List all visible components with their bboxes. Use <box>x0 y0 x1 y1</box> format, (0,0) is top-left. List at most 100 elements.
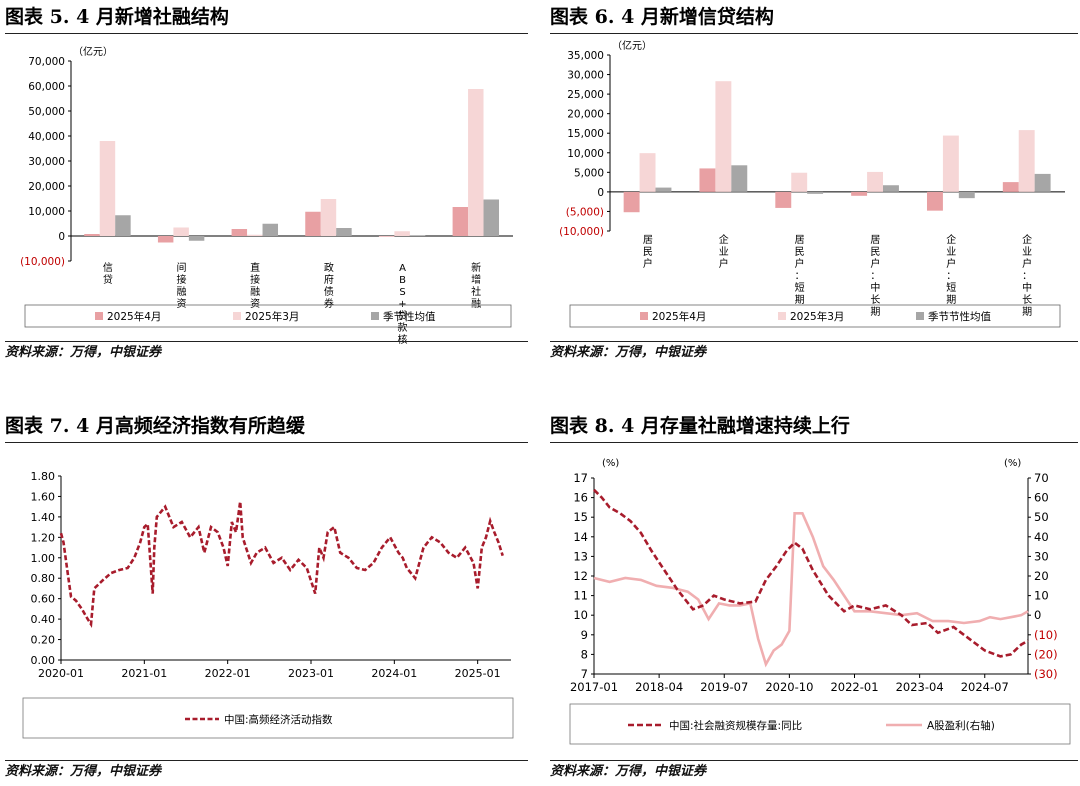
chart5-legend-label-1: 2025年3月 <box>245 310 299 323</box>
chart6-ytick: 20,000 <box>567 109 604 121</box>
chart7-xtick: 2022-01 <box>205 667 251 680</box>
chart6-xlabel-char: 户 <box>795 257 805 270</box>
chart6-bar-s1-c4 <box>942 135 959 192</box>
chart5-svg: （亿元） 70,000 60,000 50,000 40,000 30,000 20,000… <box>20 45 513 345</box>
chart6-bar-s0-c4 <box>926 191 943 211</box>
chart5-xlabel-char: 接 <box>177 273 187 286</box>
chart6-ytick: 0 <box>597 187 604 199</box>
chart8-legend-label-tsf: 中国:社会融资规模存量:同比 <box>669 719 802 732</box>
chart8-ytick-left: 17 <box>573 471 588 485</box>
chart5-xlabel-char: 贷 <box>398 309 408 322</box>
chart5-xlabel-char: 核 <box>398 333 408 345</box>
chart6-bar-s1-c3 <box>867 171 883 192</box>
chart8-xtick: 2019-07 <box>700 680 748 694</box>
chart5-ytick: (10,000) <box>20 256 65 268</box>
chart8-legend-box <box>569 703 1071 745</box>
chart8-legend-label-equity: A股盈利(右轴) <box>927 719 995 732</box>
chart8-title: 图表 8. 4 月存量社融增速持续上行 <box>550 412 1078 443</box>
chart6-xlabel-char: 居 <box>643 234 653 246</box>
chart5-bar-s1-c2 <box>247 234 263 236</box>
chart5-xlabel-char: 政 <box>324 261 334 274</box>
chart5-ytick: 60,000 <box>28 81 65 93</box>
chart6-ytick: 15,000 <box>567 128 604 140</box>
chart6-xlabel-char: ： <box>795 271 805 282</box>
chart5-xlabel-char: 增 <box>471 273 481 286</box>
chart5-xlabel-char: 贷 <box>103 273 113 286</box>
chart6-bar-s2-c5 <box>1034 173 1051 192</box>
chart6-legend-label-1: 2025年3月 <box>790 310 844 323</box>
chart5-legend-box <box>24 304 512 328</box>
chart5-ytick: 30,000 <box>28 156 65 168</box>
chart7-ytick: 1.60 <box>31 490 56 503</box>
chart5-ytick: 70,000 <box>28 56 65 68</box>
chart6-xlabel-char: 户 <box>1022 257 1032 270</box>
chart5-bar-s1-c5 <box>468 89 484 236</box>
chart6-bar-s0-c0 <box>623 191 640 213</box>
chart5-xlabel-char: 府 <box>324 273 334 286</box>
chart5-legend-swatch-2 <box>371 312 379 320</box>
chart5-xlabel-char: 资 <box>177 298 187 310</box>
chart6-panel: 图表 6. 4 月新增信贷结构 （亿元） 35,000 30,000 25,000 20… <box>550 3 1078 365</box>
chart6-xlabel-char: 居 <box>870 234 880 246</box>
chart6-bar-s1-c1 <box>715 81 732 192</box>
chart6-xlabel-char: 期 <box>870 306 880 318</box>
chart6-svg: （亿元） 35,000 30,000 25,000 20,000 15,000 10,000… <box>559 39 1065 328</box>
chart8-xtick: 2017-01 <box>570 680 618 694</box>
chart5-xlabel-char: A <box>399 263 406 274</box>
chart5-ytick: 0 <box>58 231 65 243</box>
chart6-xlabel-char: 企 <box>946 233 956 246</box>
chart7-xtick: 2021-01 <box>121 667 167 680</box>
chart7-xtick: 2024-01 <box>371 667 417 680</box>
chart8-ytick-right: 0 <box>1034 608 1041 622</box>
chart6-legend-swatch-1 <box>778 312 786 320</box>
chart7-xtick: 2023-01 <box>288 667 334 680</box>
chart6-source: 资料来源：万得，中银证券 <box>550 341 1078 364</box>
chart8-ytick-left: 7 <box>581 667 588 681</box>
chart8-xtick: 2018-04 <box>635 680 683 694</box>
chart5-xlabel-char: 融 <box>177 286 187 298</box>
chart6-bar-s1-c0 <box>639 153 656 192</box>
chart5-bar-s2-c4 <box>409 235 426 236</box>
chart5-xlabel-char: 信 <box>103 262 113 274</box>
chart8-ytick-right: 40 <box>1034 530 1049 544</box>
chart8-series-equity-line <box>593 512 1029 668</box>
chart7-title: 图表 7. 4 月高频经济指数有所趋缓 <box>5 412 528 443</box>
chart5-xlabel-char: 券 <box>324 297 334 310</box>
chart8-ytick-right: (20) <box>1034 647 1058 661</box>
chart8-panel: 图表 8. 4 月存量社融增速持续上行 (%) (%) 17 16 15 14 13 12 11… <box>550 412 1078 784</box>
chart6-xlabel-char: 民 <box>643 246 653 258</box>
chart8-source: 资料来源：万得，中银证券 <box>550 760 1078 783</box>
chart8-ytick-right: 30 <box>1034 549 1049 563</box>
chart8-xtick: 2022-01 <box>830 680 878 694</box>
chart6-xlabel-char: ： <box>870 271 880 282</box>
chart5-bar-s1-c1 <box>173 227 189 236</box>
chart8-ytick-right: 70 <box>1034 471 1049 485</box>
chart6-xlabel-char: 企 <box>1022 233 1032 246</box>
chart6-legend-box <box>569 304 1061 328</box>
chart6-xlabel-char: 居 <box>795 234 805 246</box>
chart6-bar-s2-c2 <box>807 191 824 194</box>
chart8-series-tsf-line <box>593 488 1029 658</box>
chart7-ytick: 1.20 <box>31 531 56 544</box>
chart5-ytick: 20,000 <box>28 181 65 193</box>
chart6-ytick: 30,000 <box>567 70 604 82</box>
chart6-xlabel-char: 户 <box>643 257 653 270</box>
chart5-bar-s1-c4 <box>394 231 410 236</box>
chart5-unit: （亿元） <box>73 45 113 58</box>
chart7-xtick: 2025-01 <box>455 667 501 680</box>
chart6-bar-s2-c4 <box>958 191 975 199</box>
chart6-xlabel-char: 期 <box>1022 306 1032 318</box>
chart5-ytick: 40,000 <box>28 131 65 143</box>
chart7-ytick: 1.40 <box>31 511 56 524</box>
chart6-bar-s0-c5 <box>1002 182 1019 192</box>
chart8-ytick-left: 9 <box>581 628 588 642</box>
chart5-bar-s0-c3 <box>305 211 321 236</box>
chart8-ytick-left: 16 <box>573 491 588 505</box>
chart6-xlabel-char: 户 <box>870 257 880 270</box>
chart8-ytick-right: 60 <box>1034 491 1049 505</box>
chart6-xlabel-char: 户 <box>719 257 729 270</box>
chart7-ytick: 0.80 <box>31 572 56 585</box>
chart6-bar-s0-c3 <box>851 191 868 196</box>
chart5-ytick: 10,000 <box>28 206 65 218</box>
chart6-bar-s2-c0 <box>655 187 672 192</box>
